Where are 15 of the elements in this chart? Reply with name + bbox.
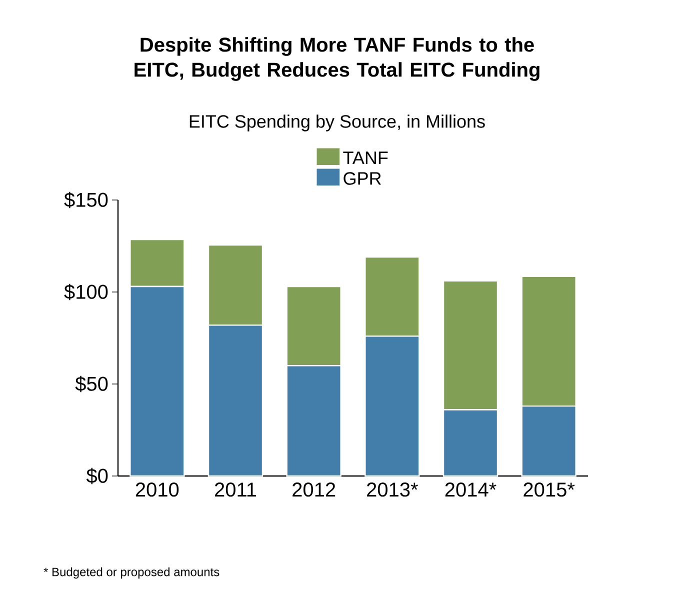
y-tick-label: $0 bbox=[86, 468, 108, 484]
y-tick-label: $50 bbox=[75, 376, 108, 392]
x-tick-label: 2011 bbox=[215, 482, 256, 497]
chart-title: Despite Shifting More TANF Funds to the EITC, Budget Reduces Total EITC Funding bbox=[134, 37, 540, 81]
legend-label: GPR bbox=[344, 172, 381, 185]
x-tick-label: 2013* bbox=[367, 482, 418, 497]
chart-subtitle: EITC Spending by Source, in Millions bbox=[190, 114, 485, 132]
x-tick-label: 2014* bbox=[445, 482, 496, 497]
x-tick-label: 2010 bbox=[136, 482, 179, 497]
x-tick-label: 2015* bbox=[524, 482, 575, 497]
text: * Budgeted or proposed amounts bbox=[44, 567, 220, 579]
y-tick-label: $100 bbox=[64, 284, 108, 300]
y-tick-label: $150 bbox=[64, 192, 108, 208]
x-tick-label: 2012 bbox=[292, 482, 336, 497]
legend-label: TANF bbox=[343, 152, 388, 164]
